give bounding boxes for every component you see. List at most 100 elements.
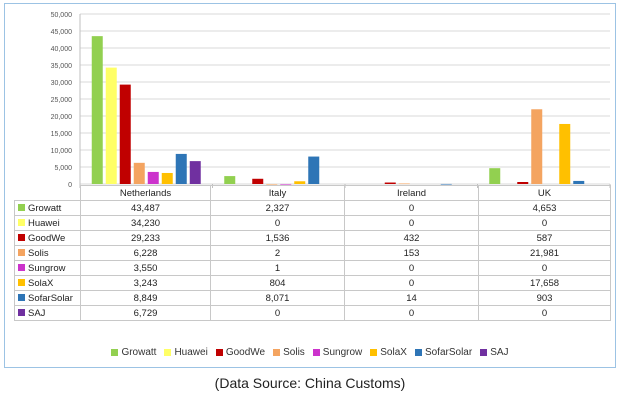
data-label: 3,243 <box>80 275 211 291</box>
series-swatch <box>18 309 25 317</box>
data-label: 43,487 <box>80 200 211 216</box>
legend-item: Growatt <box>111 347 156 358</box>
y-tick-label: 35,000 <box>51 63 73 70</box>
legend-item: Huawei <box>164 347 208 358</box>
bar-growatt-italy <box>224 176 236 184</box>
bar-solax-netherlands <box>161 172 173 184</box>
series-name: Huawei <box>28 217 60 229</box>
data-label: 6,729 <box>80 305 211 321</box>
series-name: Sungrow <box>28 262 66 274</box>
bar-sungrow-netherlands <box>147 171 159 184</box>
series-swatch <box>18 219 25 227</box>
x-category-label: Italy <box>210 185 345 201</box>
data-label: 4,653 <box>478 200 611 216</box>
table-header-row: Netherlands Italy Ireland UK <box>15 185 611 201</box>
data-table: Netherlands Italy Ireland UK Growatt 43,487 2,… <box>14 185 611 321</box>
data-label: 153 <box>344 245 479 261</box>
data-label: 0 <box>344 200 479 216</box>
data-label: 21,981 <box>478 245 611 261</box>
legend-label: SAJ <box>490 347 509 358</box>
legend-label: SolaX <box>380 347 407 358</box>
data-label: 0 <box>210 305 345 321</box>
legend-label: Growatt <box>121 347 157 358</box>
series-row-label: SAJ <box>14 305 81 321</box>
legend-swatch <box>111 348 119 356</box>
series-row-label: GoodWe <box>14 230 81 246</box>
data-label: 0 <box>344 275 479 291</box>
series-row-label: Solis <box>14 245 81 261</box>
table-row: Huawei 34,230 0 0 0 <box>14 215 611 231</box>
data-label: 2 <box>210 245 345 261</box>
bar-solis-italy <box>266 183 278 185</box>
legend-item: SofarSolar <box>414 347 472 358</box>
legend-label: GoodWe <box>225 347 266 358</box>
data-label: 432 <box>344 230 479 246</box>
data-label: 1 <box>210 260 345 276</box>
series-name: SolaX <box>28 277 54 289</box>
bar-sofarsolar-ireland <box>440 183 452 185</box>
legend-item: GoodWe <box>215 347 266 358</box>
table-row: SolaX 3,243 804 0 17,658 <box>14 275 611 291</box>
x-category-label: Ireland <box>344 185 479 201</box>
series-row-label: Growatt <box>14 200 81 216</box>
bar-growatt-uk <box>489 168 501 184</box>
y-tick-label: 25,000 <box>51 97 73 104</box>
y-tick-label: 10,000 <box>51 148 73 155</box>
legend-swatch <box>273 348 281 356</box>
data-label: 903 <box>478 290 611 306</box>
bar-solis-uk <box>531 109 543 184</box>
bar-solis-netherlands <box>133 162 145 184</box>
series-swatch <box>18 264 25 272</box>
y-tick-label: 5,000 <box>54 165 72 172</box>
data-label: 8,071 <box>210 290 345 306</box>
y-tick-label: 45,000 <box>51 29 73 36</box>
legend-swatch <box>414 348 422 356</box>
series-swatch <box>18 249 25 257</box>
bar-sofarsolar-uk <box>573 180 585 184</box>
legend-item: Solis <box>273 347 305 358</box>
legend-label: Huawei <box>174 347 208 358</box>
bar-solax-uk <box>559 123 571 184</box>
bar-solis-ireland <box>398 183 410 185</box>
series-name: Growatt <box>28 202 62 214</box>
y-tick-label: 30,000 <box>51 80 73 87</box>
data-label: 587 <box>478 230 611 246</box>
chart-legend: Growatt Huawei GoodWe Solis Sungrow SolaX Sofa… <box>0 347 620 358</box>
x-category-label: UK <box>478 185 611 201</box>
y-tick-label: 20,000 <box>51 114 73 121</box>
series-name: SofarSolar <box>28 292 73 304</box>
data-label: 3,550 <box>80 260 211 276</box>
data-label: 17,658 <box>478 275 611 291</box>
data-label: 0 <box>478 260 611 276</box>
series-name: SAJ <box>28 307 46 319</box>
legend-swatch <box>215 348 223 356</box>
bar-sofarsolar-netherlands <box>175 153 187 184</box>
data-label: 804 <box>210 275 345 291</box>
series-swatch <box>18 279 25 287</box>
legend-swatch <box>312 348 320 356</box>
table-row: GoodWe 29,233 1,536 432 587 <box>14 230 611 246</box>
bar-goodwe-uk <box>517 182 529 184</box>
bar-goodwe-italy <box>252 178 264 184</box>
data-label: 1,536 <box>210 230 345 246</box>
legend-item: SolaX <box>370 347 407 358</box>
bar-sofarsolar-italy <box>308 156 320 184</box>
bar-saj-netherlands <box>189 161 201 184</box>
data-label: 0 <box>478 305 611 321</box>
series-row-label: SofarSolar <box>14 290 81 306</box>
table-corner <box>15 186 81 201</box>
data-label: 0 <box>478 215 611 231</box>
legend-label: Solis <box>283 347 305 358</box>
y-tick-label: 40,000 <box>51 46 73 53</box>
series-row-label: Sungrow <box>14 260 81 276</box>
legend-item: SAJ <box>480 347 509 358</box>
data-label: 29,233 <box>80 230 211 246</box>
y-tick-label: 50,000 <box>51 12 73 19</box>
data-label: 0 <box>210 215 345 231</box>
bar-sungrow-italy <box>280 183 292 185</box>
bar-huawei-netherlands <box>105 67 117 184</box>
bar-growatt-netherlands <box>91 36 103 185</box>
series-row-label: SolaX <box>14 275 81 291</box>
table-row: SofarSolar 8,849 8,071 14 903 <box>14 290 611 306</box>
y-tick-label: 15,000 <box>51 131 73 138</box>
